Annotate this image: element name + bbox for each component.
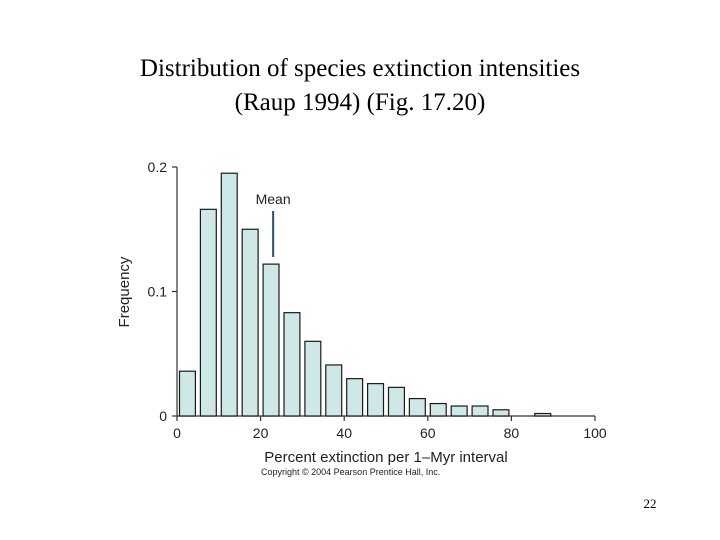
histogram-bar — [471, 405, 489, 417]
histogram-bar — [220, 172, 238, 417]
histogram-bar — [304, 340, 322, 417]
bars — [178, 172, 552, 417]
copyright-text: Copyright © 2004 Pearson Prentice Hall, … — [261, 467, 440, 477]
y-tick-label: 0.1 — [148, 284, 168, 300]
x-tick-label: 0 — [173, 425, 181, 441]
histogram-bar — [534, 412, 552, 417]
mean-annotation: Mean — [256, 191, 291, 257]
histogram-bar — [283, 312, 301, 417]
histogram-bar — [262, 263, 280, 417]
slide-title: Distribution of species extinction inten… — [0, 52, 720, 120]
x-tick-label: 60 — [420, 425, 436, 441]
y-tick-label: 0.2 — [148, 159, 168, 175]
y-tick-label: 0 — [159, 408, 167, 424]
histogram-bar — [492, 409, 510, 417]
histogram-bar — [387, 386, 405, 417]
histogram-bar — [367, 383, 385, 417]
y-axis: 0 0.1 0.2 — [148, 159, 178, 424]
histogram-bar — [346, 378, 364, 417]
x-tick-label: 80 — [504, 425, 520, 441]
histogram-bar — [408, 397, 426, 417]
y-axis-label: Frequency — [116, 256, 133, 327]
x-tick-label: 40 — [336, 425, 352, 441]
page-number: 22 — [643, 496, 657, 511]
histogram-bar — [325, 364, 343, 417]
slide-title-line-1: Distribution of species extinction inten… — [139, 55, 581, 82]
x-tick-label: 100 — [583, 425, 607, 441]
x-axis-label: Percent extinction per 1–Myr interval — [264, 449, 507, 466]
histogram-bar — [450, 405, 468, 417]
histogram-bar — [241, 228, 259, 417]
histogram-bar — [429, 402, 447, 417]
histogram-bar — [199, 208, 217, 417]
x-axis: 0 20 40 60 80 100 — [173, 415, 607, 441]
x-tick-label: 20 — [253, 425, 269, 441]
histogram-bar — [178, 370, 196, 417]
slide-title-line-2: (Raup 1994) (Fig. 17.20) — [234, 89, 486, 116]
mean-label: Mean — [256, 191, 291, 207]
